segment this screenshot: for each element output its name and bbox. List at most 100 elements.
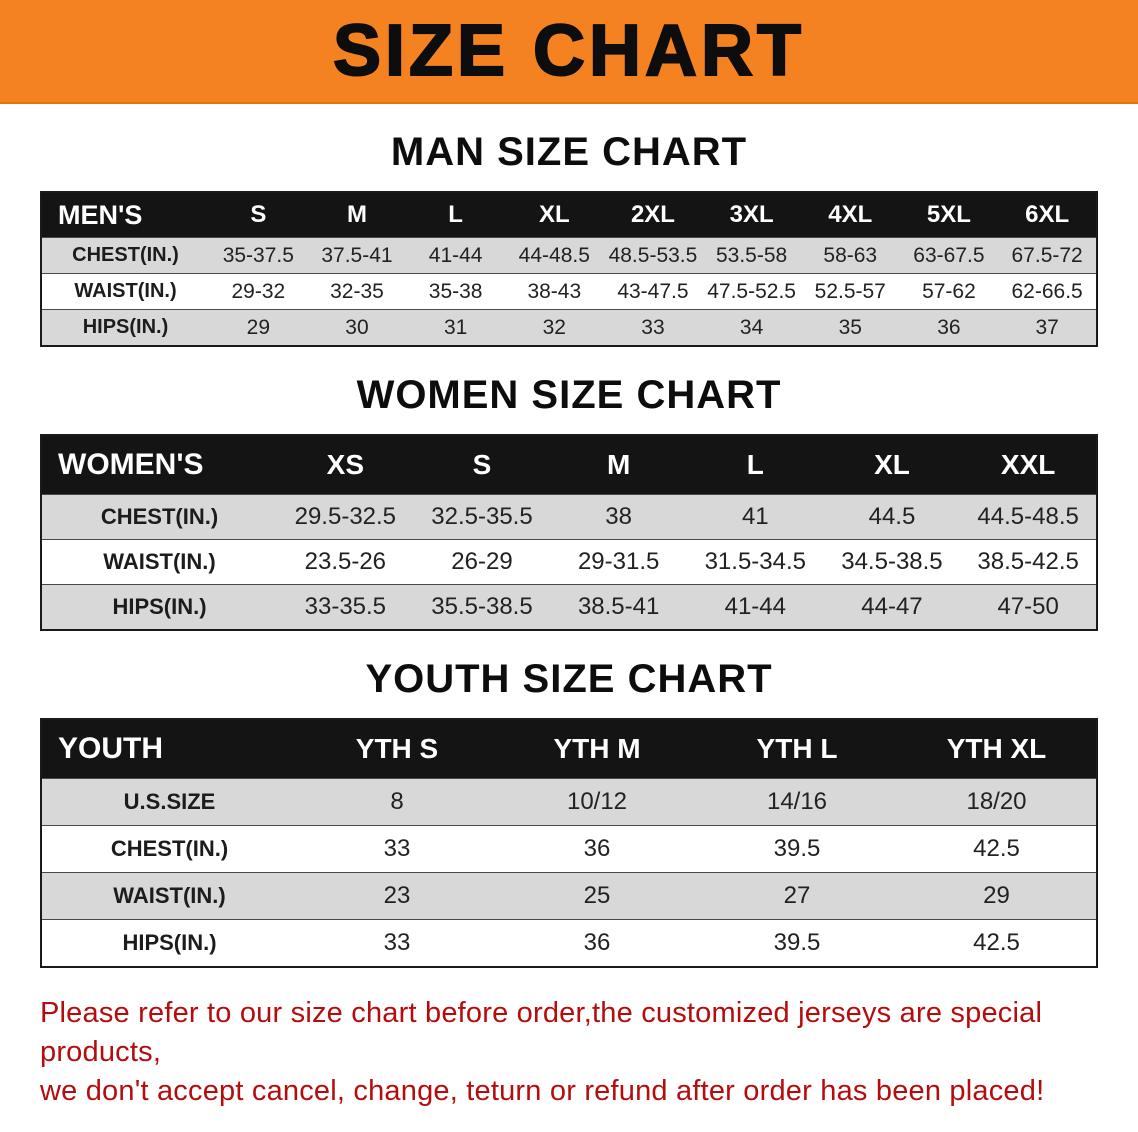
size-value: 30: [307, 309, 407, 346]
size-value: 14/16: [697, 778, 897, 826]
table-header-row: WOMEN'S XS S M L XL XXL: [41, 435, 1097, 495]
youth-size-section: YOUTH SIZE CHART YOUTH YTH S YTH M YTH L YTH…: [0, 657, 1138, 968]
table-row: WAIST(IN.) 23 25 27 29: [41, 872, 1097, 920]
size-value: 53.5-58: [702, 237, 801, 274]
size-value: 33: [297, 825, 497, 873]
size-value: 25: [497, 872, 697, 920]
size-value: 38.5-41: [550, 584, 687, 630]
row-label: CHEST(IN.): [41, 237, 209, 274]
size-value: 43-47.5: [603, 273, 703, 310]
size-value: 18/20: [897, 778, 1097, 826]
size-value: 41-44: [686, 584, 824, 630]
banner-title: SIZE CHART: [332, 10, 805, 92]
size-value: 29: [897, 872, 1097, 920]
size-value: 44-48.5: [504, 237, 604, 274]
size-value: 48.5-53.5: [603, 237, 703, 274]
size-column-header: 6XL: [998, 192, 1097, 238]
size-chart-banner: SIZE CHART: [0, 0, 1138, 104]
size-value: 38: [550, 494, 687, 540]
size-value: 29: [209, 309, 308, 346]
size-value: 35: [800, 309, 900, 346]
size-column-header: S: [209, 192, 308, 238]
size-value: 42.5: [897, 825, 1097, 873]
women-size-section: WOMEN SIZE CHART WOMEN'S XS S M L XL XXL CHEST(…: [0, 373, 1138, 631]
size-value: 37: [998, 309, 1097, 346]
row-label: WAIST(IN.): [41, 273, 209, 310]
size-value: 10/12: [497, 778, 697, 826]
size-column-header: 4XL: [800, 192, 900, 238]
youth-size-table: YOUTH YTH S YTH M YTH L YTH XL U.S.SIZE 8 10/12…: [40, 718, 1098, 968]
size-value: 58-63: [800, 237, 900, 274]
size-value: 29-32: [209, 273, 308, 310]
size-column-header: YTH S: [297, 719, 497, 779]
size-value: 44-47: [823, 584, 961, 630]
size-column-header: M: [307, 192, 407, 238]
row-label: HIPS(IN.): [41, 584, 277, 630]
size-column-header: YTH L: [697, 719, 897, 779]
size-value: 52.5-57: [800, 273, 900, 310]
table-header-row: MEN'S S M L XL 2XL 3XL 4XL 5XL 6XL: [41, 192, 1097, 238]
size-value: 35-37.5: [209, 237, 308, 274]
size-value: 33: [297, 919, 497, 967]
table-category-header: YOUTH: [41, 719, 297, 779]
size-value: 67.5-72: [998, 237, 1097, 274]
size-value: 44.5-48.5: [960, 494, 1097, 540]
size-value: 29.5-32.5: [277, 494, 414, 540]
size-value: 35-38: [406, 273, 505, 310]
size-value: 36: [497, 825, 697, 873]
men-size-table: MEN'S S M L XL 2XL 3XL 4XL 5XL 6XL CHEST(IN.) 35-37…: [40, 191, 1098, 347]
order-notice: Please refer to our size chart before or…: [40, 994, 1118, 1111]
size-value: 62-66.5: [998, 273, 1097, 310]
size-column-header: YTH M: [497, 719, 697, 779]
size-value: 37.5-41: [307, 237, 407, 274]
size-value: 29-31.5: [550, 539, 687, 585]
size-value: 32-35: [307, 273, 407, 310]
youth-section-heading: YOUTH SIZE CHART: [365, 657, 773, 701]
table-row: U.S.SIZE 8 10/12 14/16 18/20: [41, 778, 1097, 826]
table-category-header: WOMEN'S: [41, 435, 277, 495]
size-value: 38-43: [504, 273, 604, 310]
size-value: 63-67.5: [899, 237, 999, 274]
row-label: CHEST(IN.): [41, 494, 277, 540]
size-column-header: 5XL: [899, 192, 999, 238]
table-row: WAIST(IN.) 23.5-26 26-29 29-31.5 31.5-34.5 34…: [41, 539, 1097, 585]
size-value: 47-50: [960, 584, 1097, 630]
row-label: CHEST(IN.): [41, 825, 297, 873]
table-row: CHEST(IN.) 35-37.5 37.5-41 41-44 44-48.5 48.5…: [41, 237, 1097, 274]
size-column-header: 2XL: [603, 192, 703, 238]
table-row: HIPS(IN.) 29 30 31 32 33 34 35 36 37: [41, 309, 1097, 346]
men-section-heading: MAN SIZE CHART: [390, 130, 748, 174]
size-column-header: M: [550, 435, 687, 495]
row-label: HIPS(IN.): [41, 919, 297, 967]
table-category-header: MEN'S: [41, 192, 209, 238]
women-size-table: WOMEN'S XS S M L XL XXL CHEST(IN.) 29.5-32.5 32.5…: [40, 434, 1098, 631]
size-column-header: XXL: [960, 435, 1097, 495]
row-label: WAIST(IN.): [41, 539, 277, 585]
size-value: 44.5: [823, 494, 961, 540]
table-row: CHEST(IN.) 33 36 39.5 42.5: [41, 825, 1097, 873]
size-value: 38.5-42.5: [960, 539, 1097, 585]
men-size-section: MAN SIZE CHART MEN'S S M L XL 2XL 3XL 4XL 5XL 6XL…: [0, 130, 1138, 347]
table-row: WAIST(IN.) 29-32 32-35 35-38 38-43 43-47.5 47.…: [41, 273, 1097, 310]
size-value: 39.5: [697, 919, 897, 967]
size-value: 36: [497, 919, 697, 967]
size-value: 41-44: [406, 237, 505, 274]
size-value: 35.5-38.5: [413, 584, 551, 630]
size-value: 32.5-35.5: [413, 494, 551, 540]
size-column-header: XL: [504, 192, 604, 238]
size-value: 27: [697, 872, 897, 920]
size-value: 23: [297, 872, 497, 920]
size-value: 34.5-38.5: [823, 539, 961, 585]
table-row: CHEST(IN.) 29.5-32.5 32.5-35.5 38 41 44.5 44.5…: [41, 494, 1097, 540]
size-value: 41: [686, 494, 824, 540]
size-column-header: YTH XL: [897, 719, 1097, 779]
table-row: HIPS(IN.) 33-35.5 35.5-38.5 38.5-41 41-44 44-…: [41, 584, 1097, 630]
row-label: WAIST(IN.): [41, 872, 297, 920]
size-value: 23.5-26: [277, 539, 414, 585]
size-column-header: 3XL: [702, 192, 801, 238]
size-value: 39.5: [697, 825, 897, 873]
order-notice-line1: Please refer to our size chart before or…: [40, 997, 1043, 1069]
row-label: HIPS(IN.): [41, 309, 209, 346]
size-value: 36: [899, 309, 999, 346]
size-value: 57-62: [899, 273, 999, 310]
